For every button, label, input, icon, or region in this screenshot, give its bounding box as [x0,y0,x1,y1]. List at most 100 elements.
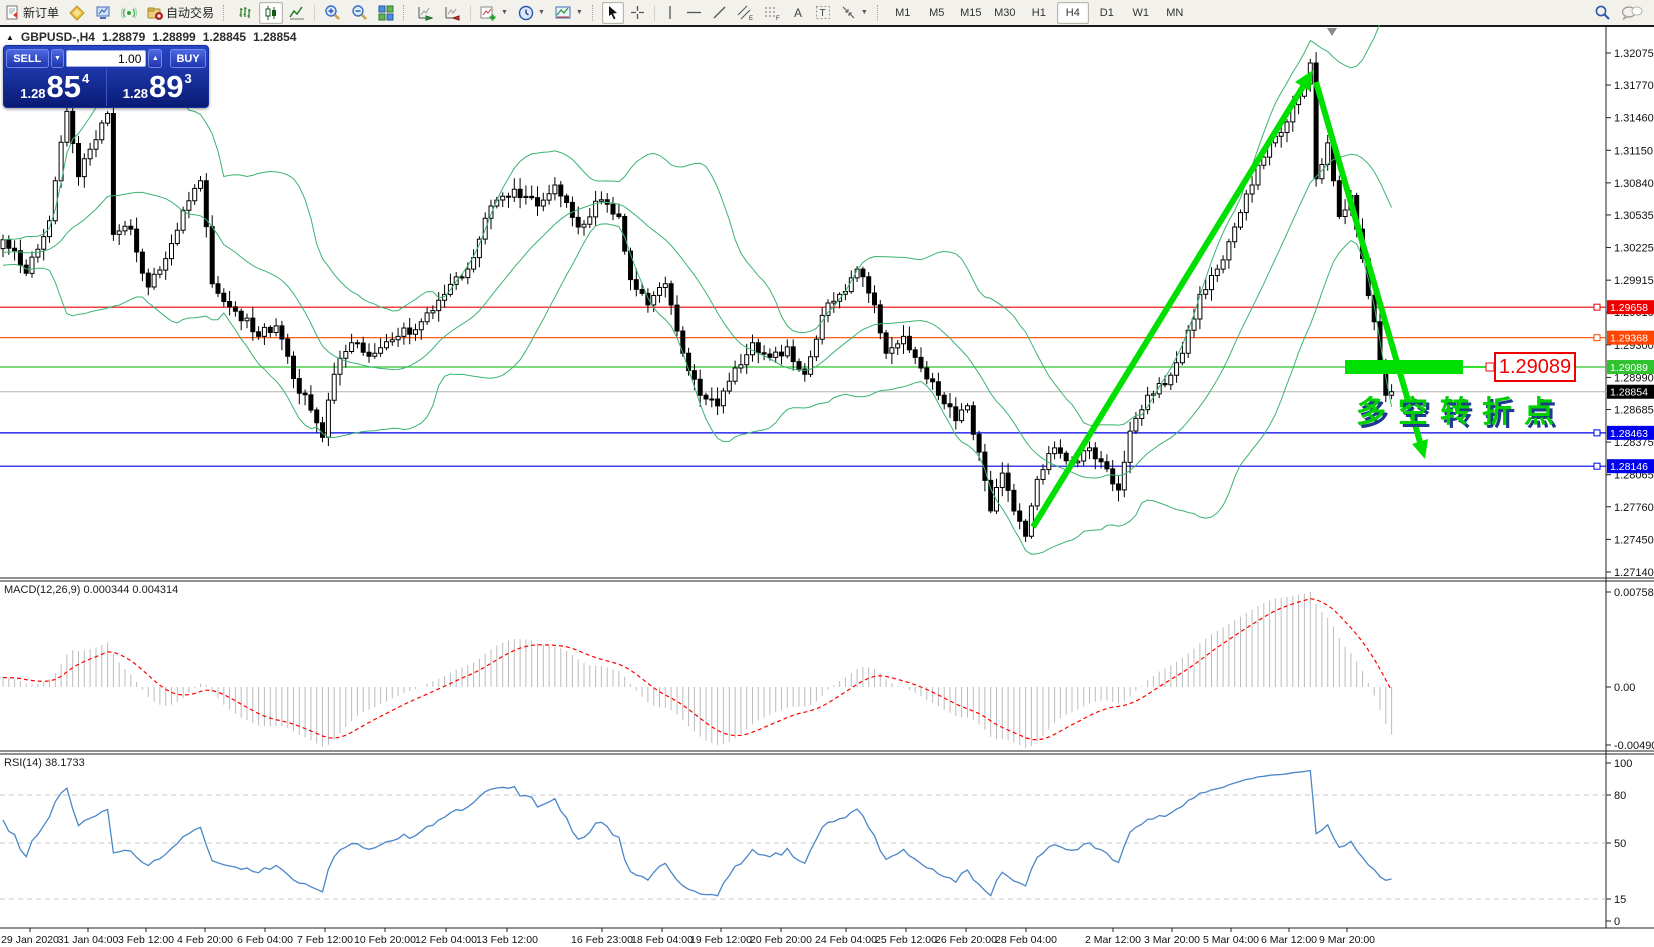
volume-input[interactable] [66,50,147,67]
zoom-out-button[interactable] [347,2,372,24]
arrow-objects-icon [842,6,855,19]
ohlc-high: 1.28899 [152,30,196,44]
trend-arrow-down-head[interactable] [1412,439,1428,459]
ohlc-low: 1.28845 [202,30,247,44]
buy-button[interactable]: BUY [170,49,206,68]
level-price-badge-text: 1.28463 [1610,428,1648,440]
search-button[interactable] [1590,2,1615,24]
current-price-badge [1607,384,1654,399]
trendline-tool-button[interactable] [708,2,731,24]
time-tick-label: 20 Feb 20:00 [750,934,812,946]
hline-tool-button[interactable] [682,2,706,24]
toolbar-right-group [1589,2,1648,24]
indicators-button[interactable]: ▼ [476,2,512,24]
macd-label: MACD(12,26,9) 0.000344 0.004314 [4,584,179,596]
periods-button[interactable]: ▼ [514,2,549,24]
timeframe-M1[interactable]: M1 [895,6,911,19]
sell-price-display[interactable]: 1.28 85 4 [4,68,107,106]
level-price-badge [1607,459,1654,474]
price-tick-label: 1.28375 [1614,437,1654,449]
bollinger-middle-band[interactable] [2,153,1393,479]
tile-windows-button[interactable] [374,2,398,24]
arrows-tool-button[interactable]: ▼ [837,2,872,24]
trendline-icon [713,6,726,19]
collapse-panel-icon[interactable]: ▲ [6,32,14,42]
profiles-icon [96,6,110,19]
new-order-button[interactable]: 新订单 [1,2,63,24]
toolbar-group-handle [591,4,597,21]
text-tool-button[interactable]: A [787,2,809,24]
price-tick-label: 1.31460 [1614,113,1654,125]
price-tick-label: 1.28685 [1614,405,1654,417]
candlestick-mode-button[interactable] [259,1,284,24]
templates-button[interactable]: ▼ [551,2,587,24]
autotrading-button[interactable]: 自动交易 [143,2,218,24]
toolbar-group-handle [403,4,408,21]
label-tool-button[interactable]: T [811,2,835,24]
price-tick-label: 1.27760 [1614,502,1654,514]
timeframe-D1[interactable]: D1 [1099,6,1114,19]
cursor-icon [608,6,617,20]
macd-axis-label: 0.007586 [1614,587,1654,599]
time-tick-label: 28 Feb 04:00 [995,934,1057,946]
toolbar-group-handle [876,4,882,21]
channel-tool-button[interactable]: E [733,2,758,24]
text-icon: A [794,6,802,20]
svg-text:E: E [749,16,753,21]
timeframe-H4[interactable]: H4 [1056,1,1089,24]
timeframe-M15[interactable]: M15 [960,6,982,19]
macd-axis-label: 0.00 [1614,682,1635,694]
bollinger-lower-band[interactable] [2,223,1393,555]
turning-point-annotation[interactable]: 多空转折点 [1356,396,1566,429]
community-chat-button[interactable] [1617,2,1647,24]
buy-price-display[interactable]: 1.28 89 3 [107,68,209,106]
macd-histogram [2,592,1393,748]
sell-price-prefix: 1.28 [20,86,46,101]
volume-increase-button[interactable]: ▲ [148,49,163,68]
bar-chart-mode-button[interactable] [233,2,257,24]
highlight-bar[interactable] [1345,360,1463,374]
sell-button[interactable]: SELL [6,49,49,68]
metaquotes-button[interactable] [65,2,89,24]
metaquotes-diamond-icon [69,4,85,21]
timeframe-MN[interactable]: MN [1166,6,1184,19]
trend-arrow-up[interactable] [1030,83,1307,529]
trend-arrow-up-head[interactable] [1295,70,1313,91]
level-price-badge-text: 1.28146 [1610,461,1648,473]
buy-price-pip: 3 [184,71,192,86]
time-tick-label: 26 Feb 20:00 [935,934,997,946]
level-end-marker [1593,462,1601,470]
vline-tool-button[interactable] [660,2,680,24]
time-tick-label: 29 Jan 2020 [1,934,59,946]
main-toolbar: 新订单 自动交易 [0,0,1654,25]
time-tick-label: 31 Jan 04:00 [58,934,119,946]
volume-decrease-button[interactable]: ▼ [50,49,65,68]
crosshair-tool-button[interactable] [626,2,649,24]
trend-arrow-down[interactable] [1313,81,1423,443]
price-tick-label: 1.31150 [1614,145,1653,157]
rsi-axis-label: 50 [1614,838,1626,850]
symbol-ohlc-bar: ▲ GBPUSD-,H4 1.28879 1.28899 1.28845 1.2… [6,30,297,44]
vertical-line-icon [669,6,671,19]
cursor-tool-button[interactable] [601,1,624,24]
time-tick-label: 18 Feb 04:00 [631,934,693,946]
price-tick-label: 1.30840 [1614,178,1654,190]
timeframe-H1[interactable]: H1 [1031,6,1046,19]
zoom-out-icon [352,5,367,20]
timeframe-M5[interactable]: M5 [929,6,945,19]
timeframe-W1[interactable]: W1 [1132,6,1150,19]
time-tick-label: 7 Feb 12:00 [297,934,353,946]
candlestick-icon [265,5,277,20]
timeframe-M30[interactable]: M30 [994,6,1016,19]
price-tag-box[interactable]: 1.29089 [1494,352,1576,382]
signals-button[interactable] [117,2,141,24]
auto-scroll-button[interactable] [413,2,438,24]
fibonacci-tool-button[interactable]: F [760,2,785,24]
zoom-in-button[interactable] [320,2,345,24]
profiles-button[interactable] [91,2,115,24]
line-chart-mode-button[interactable] [285,2,309,24]
bollinger-upper-band[interactable] [2,7,1392,427]
chart-shift-button[interactable] [440,2,465,24]
time-tick-label: 6 Mar 12:00 [1261,934,1317,946]
